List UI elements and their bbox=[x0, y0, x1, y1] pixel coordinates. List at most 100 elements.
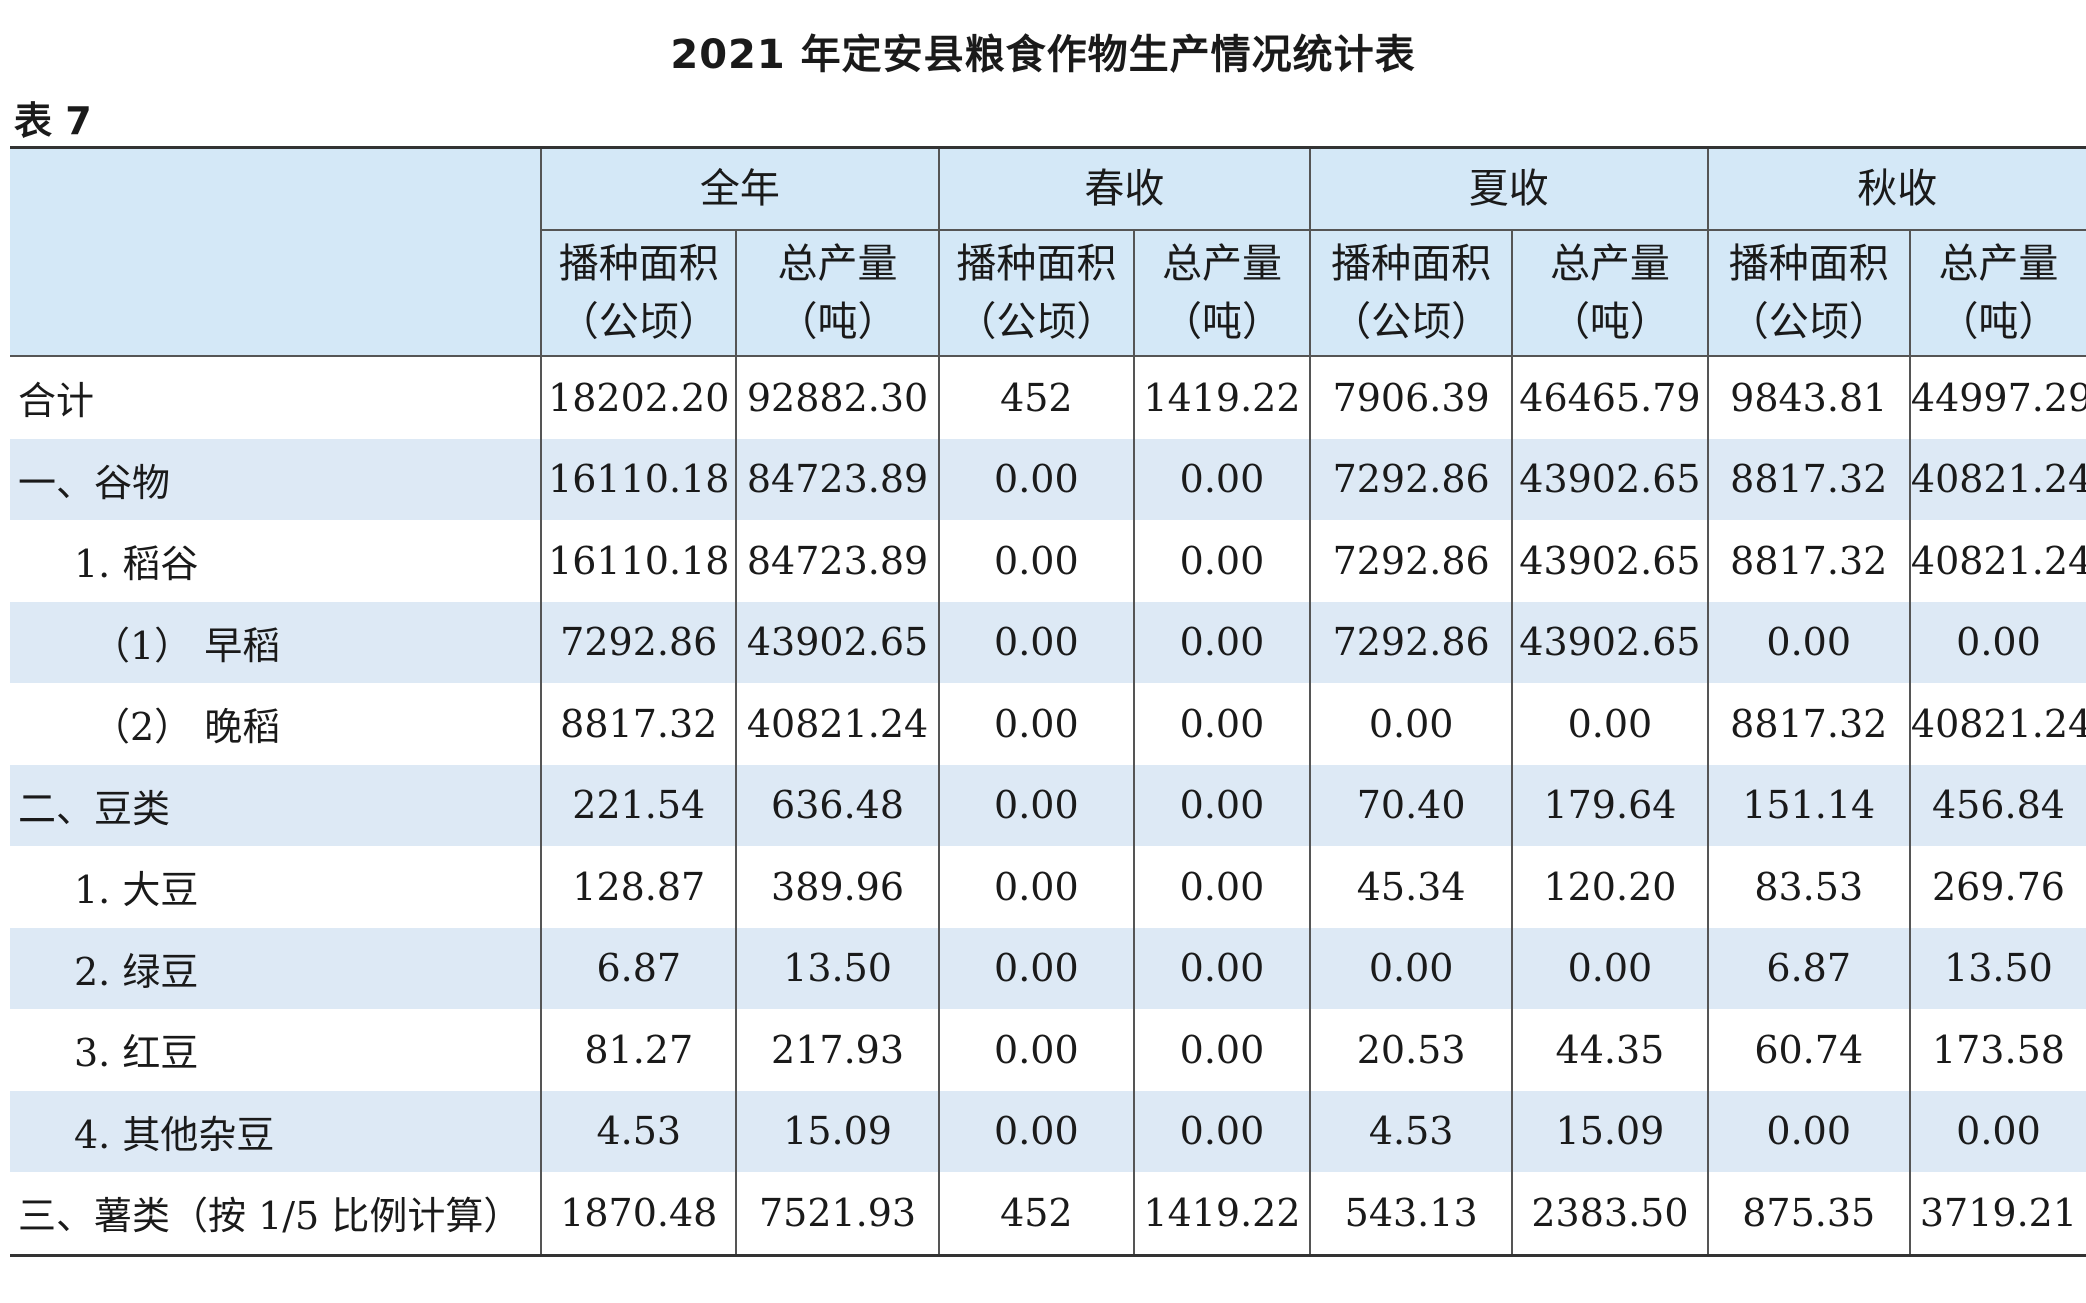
cell-area: 45.34 bbox=[1308, 846, 1513, 928]
cell-production: 0.00 bbox=[1132, 438, 1310, 520]
row-label: 一、谷物 bbox=[10, 438, 542, 520]
cell-area: 4.53 bbox=[1308, 1090, 1513, 1172]
cell-production: 0.00 bbox=[1908, 601, 2086, 683]
cell-area: 60.74 bbox=[1706, 1009, 1910, 1091]
cell-area: 7292.86 bbox=[1308, 438, 1513, 520]
table-number: 表 7 bbox=[14, 99, 92, 143]
row-label: 1. 大豆 bbox=[74, 868, 199, 913]
cell-production: 0.00 bbox=[1132, 1009, 1310, 1091]
cell-area: 70.40 bbox=[1308, 764, 1513, 846]
col-header-production: 总产量 （吨） bbox=[1908, 230, 2086, 357]
table-row: 一、谷物 16110.18 84723.89 0.00 0.00 7292.86 43902… bbox=[10, 438, 2086, 520]
cell-area: 4.53 bbox=[540, 1090, 737, 1172]
cell-area: 0.00 bbox=[1706, 601, 1910, 683]
row-label: （1） 早稻 bbox=[10, 601, 542, 683]
cell-area: 0.00 bbox=[937, 438, 1134, 520]
group-header-autumn: 秋收 bbox=[1706, 146, 2086, 231]
cell-area: 0.00 bbox=[937, 764, 1134, 846]
row-label: （2） 晚稻 bbox=[92, 705, 281, 750]
table-row: （2） 晚稻 8817.32 40821.24 0.00 0.00 0.00 0.00 881… bbox=[10, 683, 2086, 765]
col-header-area: 播种面积 （公顷） bbox=[1308, 230, 1513, 357]
cell-production: 40821.24 bbox=[1908, 520, 2086, 602]
cell-production: 46465.79 bbox=[1511, 356, 1708, 439]
cell-area: 1870.48 bbox=[540, 1172, 737, 1257]
cell-production: 40821.24 bbox=[1908, 683, 2086, 765]
cell-area: 543.13 bbox=[1308, 1172, 1513, 1257]
cell-production: 179.64 bbox=[1511, 764, 1708, 846]
cell-area: 20.53 bbox=[1308, 1009, 1513, 1091]
cell-area: 151.14 bbox=[1706, 764, 1910, 846]
cell-area: 0.00 bbox=[1308, 683, 1513, 765]
cell-production: 0.00 bbox=[1511, 927, 1708, 1009]
cell-production: 0.00 bbox=[1132, 601, 1310, 683]
cell-area: 8817.32 bbox=[540, 683, 737, 765]
cell-production: 44997.29 bbox=[1908, 356, 2086, 439]
row-header-corner bbox=[10, 146, 542, 357]
cell-area: 6.87 bbox=[540, 927, 737, 1009]
row-label: 4. 其他杂豆 bbox=[10, 1090, 542, 1172]
cell-area: 16110.18 bbox=[540, 520, 737, 602]
cell-area: 452 bbox=[937, 1172, 1134, 1257]
col-header-area: 播种面积 （公顷） bbox=[1706, 230, 1910, 357]
cell-area: 0.00 bbox=[1308, 927, 1513, 1009]
cell-area: 0.00 bbox=[937, 1009, 1134, 1091]
cell-area: 16110.18 bbox=[540, 438, 737, 520]
cell-area: 8817.32 bbox=[1706, 683, 1910, 765]
cell-production: 0.00 bbox=[1132, 927, 1310, 1009]
row-label: 3. 红豆 bbox=[74, 1031, 199, 1076]
cell-production: 7521.93 bbox=[735, 1172, 939, 1257]
cell-area: 7906.39 bbox=[1308, 356, 1513, 439]
cell-area: 83.53 bbox=[1706, 846, 1910, 928]
cell-production: 84723.89 bbox=[735, 438, 939, 520]
cell-production: 217.93 bbox=[735, 1009, 939, 1091]
cell-area: 128.87 bbox=[540, 846, 737, 928]
group-header-summer: 夏收 bbox=[1308, 146, 1708, 231]
col-header-area: 播种面积 （公顷） bbox=[937, 230, 1134, 357]
cell-area: 7292.86 bbox=[1308, 601, 1513, 683]
cell-area: 9843.81 bbox=[1706, 356, 1910, 439]
col-header-production: 总产量 （吨） bbox=[735, 230, 939, 357]
cell-area: 0.00 bbox=[937, 846, 1134, 928]
cell-area: 0.00 bbox=[937, 520, 1134, 602]
cell-area: 7292.86 bbox=[540, 601, 737, 683]
row-label: 合计 bbox=[18, 379, 95, 424]
group-header-full-year: 全年 bbox=[540, 146, 939, 231]
cell-area: 18202.20 bbox=[540, 356, 737, 439]
cell-area: 7292.86 bbox=[1308, 520, 1513, 602]
cell-production: 44.35 bbox=[1511, 1009, 1708, 1091]
cell-production: 13.50 bbox=[735, 927, 939, 1009]
cell-production: 0.00 bbox=[1908, 1090, 2086, 1172]
cell-production: 0.00 bbox=[1132, 520, 1310, 602]
cell-production: 15.09 bbox=[735, 1090, 939, 1172]
row-label: 二、豆类 bbox=[10, 764, 542, 846]
table-row: 4. 其他杂豆 4.53 15.09 0.00 0.00 4.53 15.09 0.00 0.0… bbox=[10, 1090, 2086, 1172]
cell-production: 1419.22 bbox=[1132, 1172, 1310, 1257]
table-row: 1. 大豆 128.87 389.96 0.00 0.00 45.34 120.20 83.5… bbox=[10, 846, 2086, 928]
cell-area: 0.00 bbox=[937, 601, 1134, 683]
cell-production: 0.00 bbox=[1511, 683, 1708, 765]
cell-production: 43902.65 bbox=[1511, 520, 1708, 602]
cell-production: 3719.21 bbox=[1908, 1172, 2086, 1257]
cell-production: 389.96 bbox=[735, 846, 939, 928]
table-row: 三、薯类（按 1/5 比例计算） 1870.48 7521.93 452 1419.22… bbox=[10, 1172, 2086, 1257]
cell-area: 8817.32 bbox=[1706, 520, 1910, 602]
cell-production: 92882.30 bbox=[735, 356, 939, 439]
cell-production: 120.20 bbox=[1511, 846, 1708, 928]
cell-area: 6.87 bbox=[1706, 927, 1910, 1009]
cell-production: 43902.65 bbox=[1511, 601, 1708, 683]
cell-area: 0.00 bbox=[937, 683, 1134, 765]
cell-area: 0.00 bbox=[1706, 1090, 1910, 1172]
group-header-spring: 春收 bbox=[937, 146, 1310, 231]
cell-production: 43902.65 bbox=[735, 601, 939, 683]
cell-area: 0.00 bbox=[937, 1090, 1134, 1172]
table-row: 1. 稻谷 16110.18 84723.89 0.00 0.00 7292.86 4390… bbox=[10, 520, 2086, 602]
cell-production: 0.00 bbox=[1132, 846, 1310, 928]
col-header-production: 总产量 （吨） bbox=[1511, 230, 1708, 357]
cell-production: 15.09 bbox=[1511, 1090, 1708, 1172]
row-label: 1. 稻谷 bbox=[74, 542, 199, 587]
cell-area: 8817.32 bbox=[1706, 438, 1910, 520]
cell-production: 456.84 bbox=[1908, 764, 2086, 846]
cell-production: 43902.65 bbox=[1511, 438, 1708, 520]
grain-production-table: 全年 春收 夏收 秋收 播种面积 （公顷） 总产量 （吨） 播种面积 （公顷） 总产量… bbox=[10, 146, 2086, 1257]
cell-area: 452 bbox=[937, 356, 1134, 439]
